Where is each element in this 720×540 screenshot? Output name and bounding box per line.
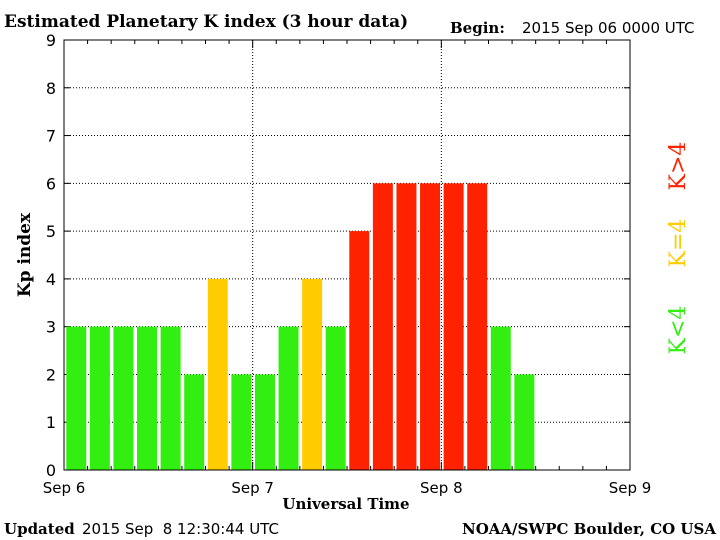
- y-tick-label: 3: [46, 318, 56, 337]
- kp-bar: [278, 326, 299, 470]
- y-tick-label: 2: [46, 365, 56, 384]
- kp-bar: [231, 374, 252, 470]
- kp-bar: [467, 183, 488, 471]
- x-tick-label: Sep 8: [420, 479, 463, 497]
- credit-text: NOAA/SWPC Boulder, CO USA: [462, 520, 716, 538]
- kp-bar: [514, 374, 535, 470]
- kp-bar: [184, 374, 205, 470]
- y-tick-label: 0: [46, 461, 56, 480]
- x-axis-label: Universal Time: [282, 495, 409, 513]
- y-tick-label: 9: [46, 31, 56, 50]
- kp-bar: [254, 374, 275, 470]
- legend-low: K<4: [666, 306, 691, 355]
- kp-bar: [349, 231, 370, 470]
- plot-frame: [63, 39, 631, 471]
- y-tick-label: 4: [46, 270, 56, 289]
- updated-value: 2015 Sep 8 12:30:44 UTC: [82, 520, 279, 538]
- kp-bar: [396, 183, 417, 471]
- kp-bar: [302, 278, 323, 470]
- updated-label: Updated: [4, 520, 75, 538]
- y-axis-label: Kp index: [15, 212, 35, 297]
- begin-label: Begin:: [450, 19, 505, 37]
- y-tick-labels: 0 1 2 3 4 5 6 7 8 9: [46, 31, 56, 480]
- kp-bar: [420, 183, 441, 471]
- kp-bar: [160, 326, 181, 470]
- x-tick-label: Sep 6: [43, 479, 86, 497]
- kp-bar: [113, 326, 134, 470]
- x-tick-label: Sep 9: [609, 479, 652, 497]
- kp-bar: [372, 183, 393, 471]
- begin-value: 2015 Sep 06 0000 UTC: [522, 19, 695, 37]
- y-tick-label: 6: [46, 174, 56, 193]
- kp-bar: [66, 326, 87, 470]
- kp-bar: [89, 326, 110, 470]
- y-tick-label: 7: [46, 127, 56, 146]
- legend-mid: K=4: [666, 219, 691, 268]
- kp-bar: [490, 326, 511, 470]
- kp-bar: [325, 326, 346, 470]
- y-tick-label: 1: [46, 413, 56, 432]
- y-tick-label: 5: [46, 222, 56, 241]
- y-tick-label: 8: [46, 79, 56, 98]
- grid-lines: [63, 39, 631, 471]
- kp-bar: [443, 183, 464, 471]
- x-tick-label: Sep 7: [231, 479, 274, 497]
- kp-bar: [207, 278, 228, 470]
- kp-bar: [137, 326, 158, 470]
- chart-title: Estimated Planetary K index (3 hour data…: [4, 12, 408, 32]
- legend-high: K>4: [666, 142, 691, 191]
- x-tick-labels: Sep 6 Sep 7 Sep 8 Sep 9: [43, 479, 652, 497]
- bar-series: [66, 183, 535, 471]
